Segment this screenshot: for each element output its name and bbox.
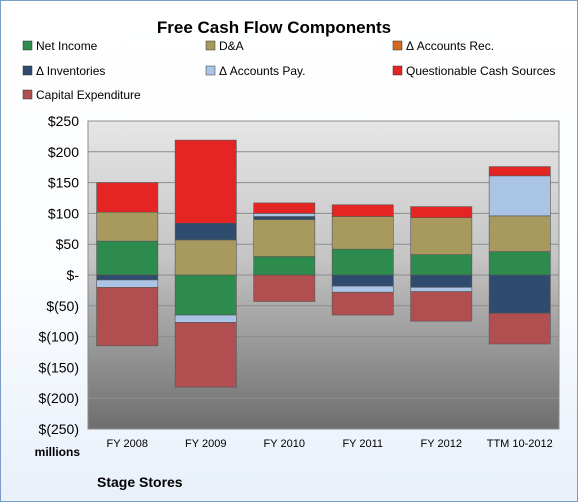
y-tick-label: $(150) (39, 359, 79, 375)
bar-questionable-cash-sources-fy-2009 (174, 139, 237, 224)
bar-net-income-fy-2011 (331, 248, 394, 276)
bar-capital-expenditure-fy-2012 (410, 291, 473, 322)
bars (96, 139, 551, 388)
bar-questionable-cash-sources-fy-2008 (96, 182, 159, 213)
bar-capital-expenditure-fy-2008 (96, 287, 159, 347)
y-tick-label: $(250) (39, 421, 79, 437)
bar-net-income-ttm-10-2012 (488, 251, 551, 276)
bar-d-a-fy-2009 (174, 239, 237, 276)
legend-swatch-d-a (205, 40, 216, 51)
bar-capital-expenditure-fy-2009 (174, 322, 237, 388)
legend-label-accounts-rec: Δ Accounts Rec. (406, 39, 494, 53)
bar-d-a-fy-2012 (410, 217, 473, 255)
bar-accounts-pay-fy-2012 (410, 287, 473, 292)
bar-d-a-fy-2011 (331, 216, 394, 250)
bar-questionable-cash-sources-fy-2012 (410, 206, 473, 219)
legend-label-net-income: Net Income (36, 39, 98, 53)
x-tick-label: FY 2009 (185, 438, 226, 450)
bar-accounts-pay-ttm-10-2012 (488, 175, 551, 217)
legend-swatch-capital-expenditure (22, 89, 33, 100)
y-tick-label: $- (67, 267, 80, 283)
bar-net-income-fy-2012 (410, 254, 473, 276)
gridlines (88, 120, 559, 430)
x-tick-label: FY 2012 (421, 438, 462, 450)
bar-inventories-fy-2009 (174, 222, 237, 241)
bar-questionable-cash-sources-fy-2010 (253, 202, 316, 214)
y-tick-label: $(50) (46, 298, 79, 314)
bar-accounts-pay-fy-2011 (331, 285, 394, 293)
bar-inventories-fy-2011 (331, 274, 394, 287)
bar-accounts-pay-fy-2009 (174, 314, 237, 323)
bar-capital-expenditure-ttm-10-2012 (488, 312, 551, 345)
bar-net-income-fy-2008 (96, 240, 159, 276)
x-axis-ticks: FY 2008 FY 2009 FY 2010 FY 2011 FY 2012 TTM 1… (107, 438, 553, 450)
bar-questionable-cash-sources-fy-2011 (331, 204, 394, 217)
legend-label-capital-expenditure: Capital Expenditure (36, 88, 141, 102)
bar-net-income-fy-2009 (174, 274, 237, 316)
bar-capital-expenditure-fy-2010 (253, 274, 316, 302)
y-tick-label: $(200) (39, 390, 79, 406)
bar-accounts-pay-fy-2008 (96, 279, 159, 288)
unit-label: millions (35, 445, 81, 459)
legend-swatch-inventories (22, 65, 33, 76)
legend-swatch-accounts-rec (392, 40, 403, 51)
bar-inventories-fy-2008 (96, 274, 159, 281)
bar-inventories-fy-2010 (253, 216, 316, 220)
bar-d-a-ttm-10-2012 (488, 215, 551, 252)
legend-swatch-net-income (22, 40, 33, 51)
legend-label-questionable-cash-sources: Questionable Cash Sources (406, 64, 555, 78)
chart-title: Free Cash Flow Components (157, 18, 391, 37)
y-tick-label: $250 (48, 113, 79, 129)
x-tick-label: FY 2008 (107, 438, 148, 450)
legend-label-accounts-pay: Δ Accounts Pay. (219, 64, 306, 78)
footer-label: Stage Stores (97, 474, 183, 490)
y-tick-label: $200 (48, 144, 79, 160)
y-axis-ticks: $250 $200 $150 $100 $50 $- $(50) $(100) $(150) $(… (39, 113, 80, 437)
bar-accounts-pay-fy-2010 (253, 213, 316, 217)
bar-questionable-cash-sources-ttm-10-2012 (488, 166, 551, 177)
x-tick-label: FY 2010 (264, 438, 305, 450)
bar-capital-expenditure-fy-2011 (331, 291, 394, 316)
legend-label-inventories: Δ Inventories (36, 64, 105, 78)
bar-inventories-fy-2012 (410, 274, 473, 288)
y-tick-label: $(100) (39, 329, 79, 345)
y-tick-label: $100 (48, 205, 79, 221)
x-tick-label: FY 2011 (342, 438, 383, 450)
bar-d-a-fy-2010 (253, 219, 316, 257)
bar-d-a-fy-2008 (96, 211, 159, 242)
legend-swatch-accounts-pay (205, 65, 216, 76)
x-tick-label: TTM 10-2012 (487, 438, 553, 450)
bar-inventories-ttm-10-2012 (488, 274, 551, 314)
legend-label-d-a: D&A (219, 39, 244, 53)
bar-net-income-fy-2010 (253, 256, 316, 276)
y-tick-label: $50 (56, 236, 80, 252)
legend: Net Income D&A Δ Accounts Rec. Δ Inventorie… (22, 39, 555, 102)
y-tick-label: $150 (48, 175, 79, 191)
legend-swatch-questionable-cash-sources (392, 65, 403, 76)
